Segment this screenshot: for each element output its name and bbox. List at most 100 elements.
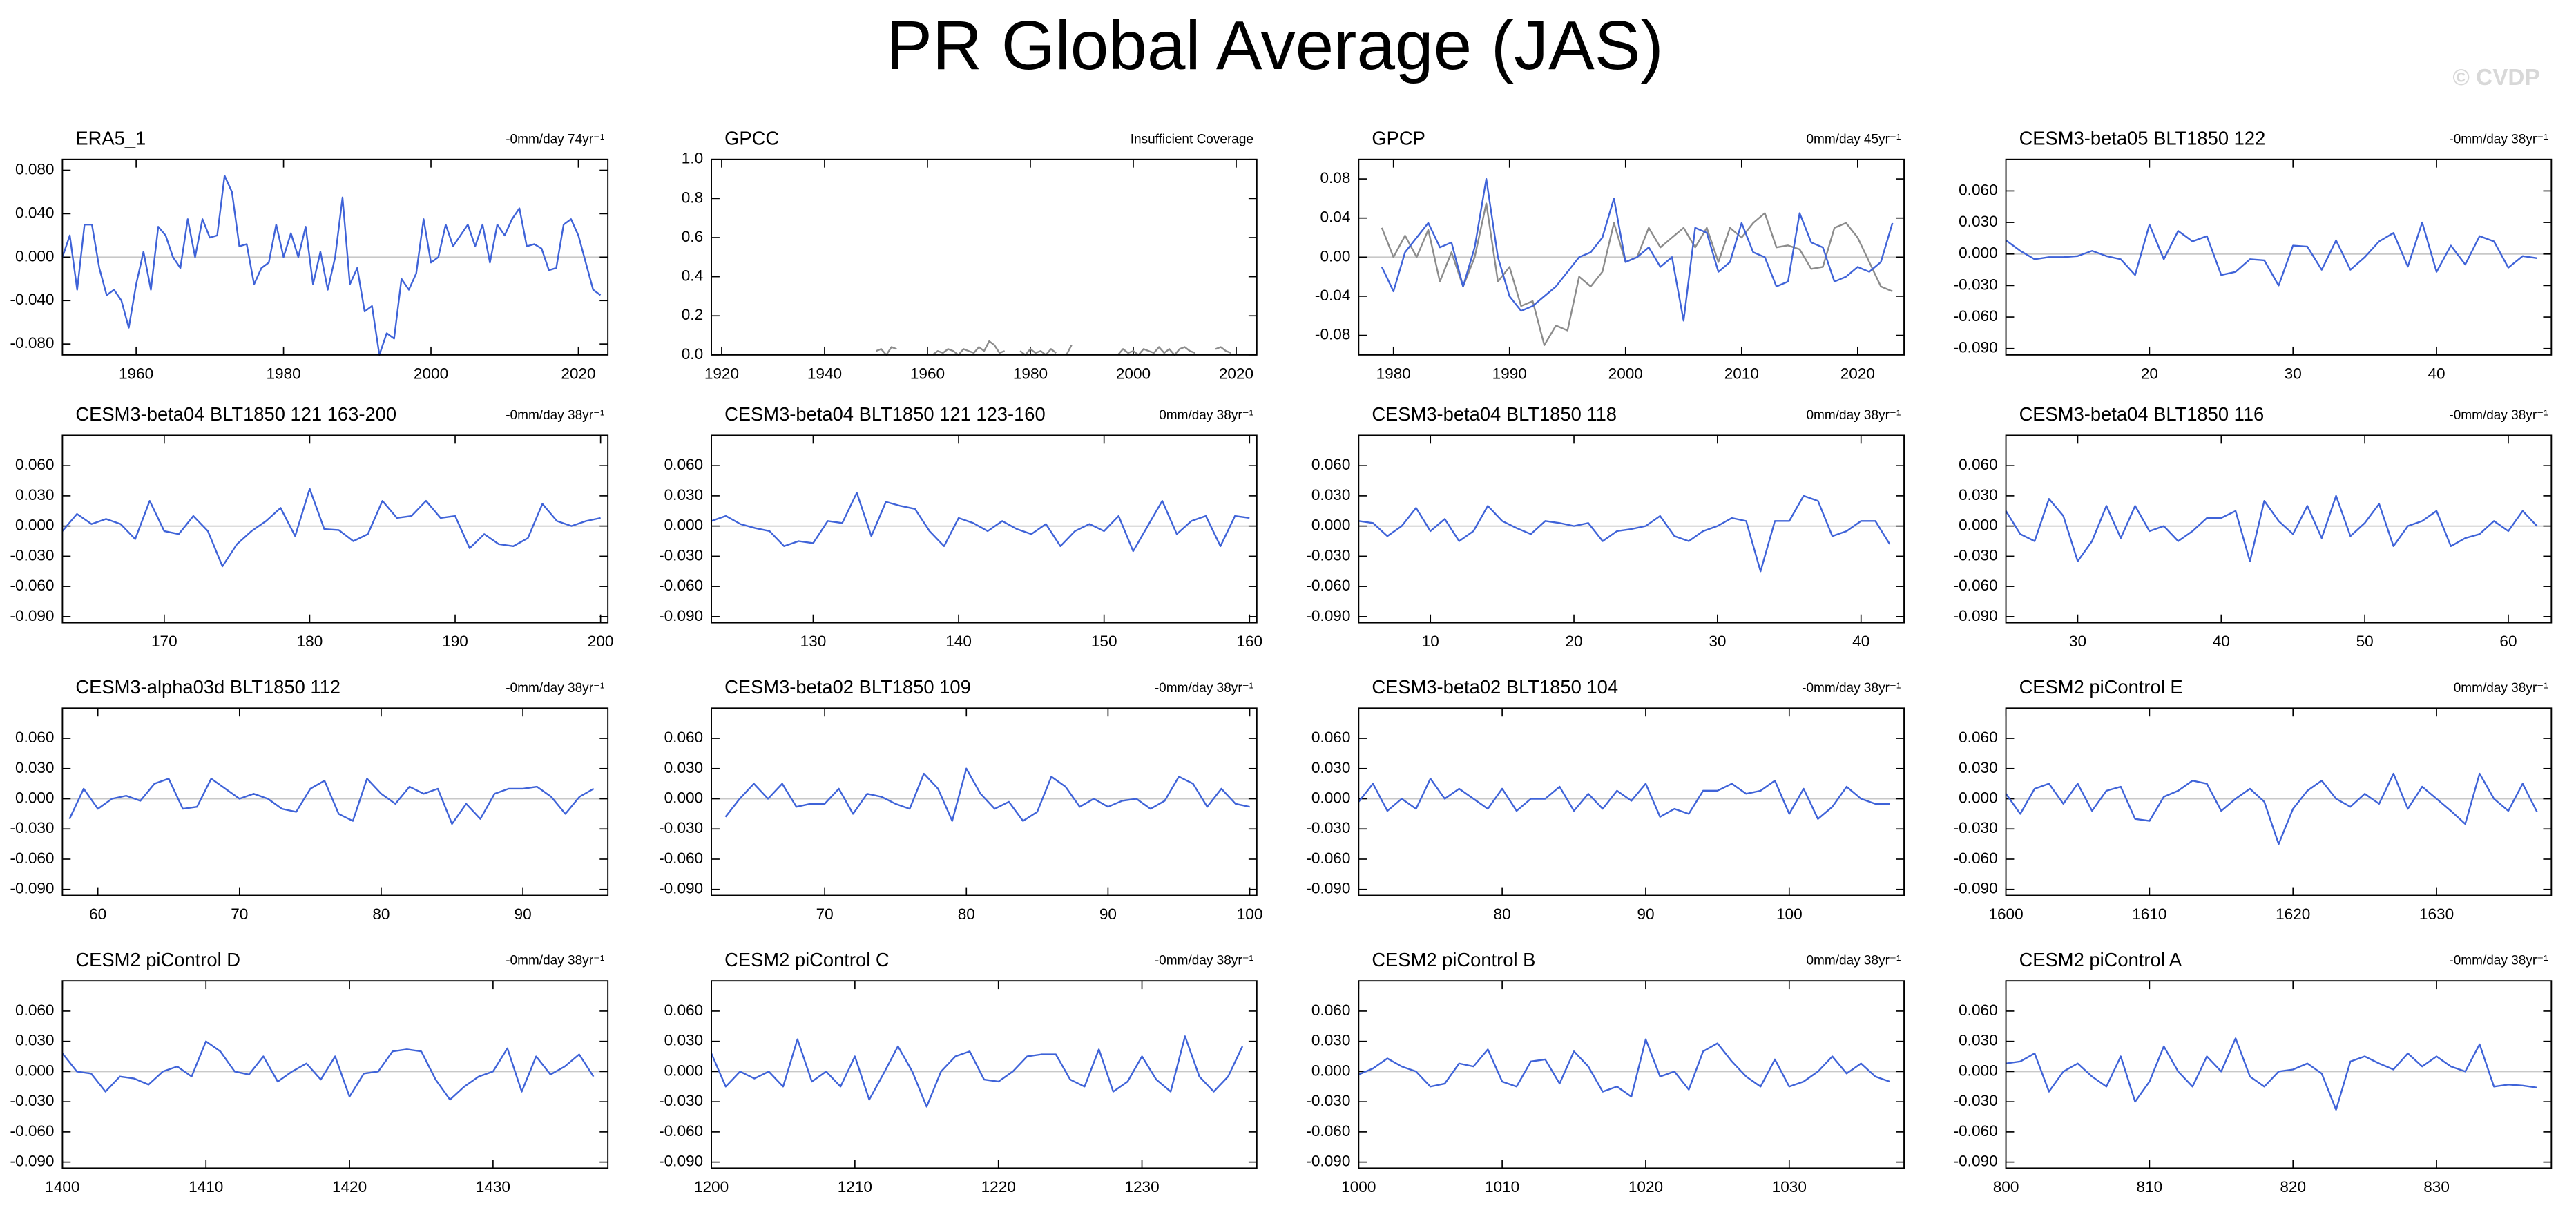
panel-subtitle: -0mm/day 38yr⁻¹ — [1155, 954, 1253, 968]
y-tick-label: -0.060 — [1954, 307, 1998, 325]
x-tick-label: 2020 — [1840, 365, 1875, 382]
panel-title: CESM3-beta05 BLT1850 122 — [2019, 127, 2266, 148]
y-tick-label: 0.030 — [15, 486, 55, 503]
y-tick-label: 0.060 — [1959, 181, 1998, 198]
y-tick-label: -0.04 — [1315, 287, 1350, 304]
y-tick-label: -0.090 — [1954, 880, 1998, 897]
y-tick-label: -0.060 — [1954, 577, 1998, 594]
y-tick-label: -0.090 — [10, 1153, 54, 1170]
plot-frame — [711, 980, 1258, 1169]
panel-subtitle: -0mm/day 38yr⁻¹ — [1802, 681, 1901, 695]
x-tick-label: 30 — [2069, 633, 2086, 650]
y-tick-label: -0.030 — [659, 546, 703, 564]
x-tick-label: 830 — [2423, 1178, 2450, 1196]
plot-frame — [1358, 980, 1905, 1169]
y-tick-label: -0.060 — [1306, 850, 1350, 867]
y-tick-label: 0.000 — [15, 1062, 55, 1079]
y-tick-label: -0.030 — [659, 819, 703, 836]
x-tick-label: 90 — [1637, 905, 1654, 923]
x-tick-label: 70 — [231, 905, 248, 923]
y-tick-label: -0.090 — [1306, 607, 1350, 624]
y-tick-label: 0.000 — [664, 789, 704, 806]
panel-title: CESM3-beta02 BLT1850 104 — [1372, 676, 1618, 698]
x-tick-label: 100 — [1237, 905, 1263, 923]
series-line — [724, 767, 1250, 822]
y-tick-label: -0.030 — [10, 819, 54, 836]
plot-frame — [2005, 158, 2553, 356]
x-tick-label: 1000 — [1341, 1178, 1376, 1196]
panel-title: CESM3-beta04 BLT1850 118 — [1372, 403, 1617, 425]
x-tick-label: 1400 — [45, 1178, 79, 1196]
x-tick-label: 1210 — [838, 1178, 872, 1196]
x-tick-label: 800 — [1993, 1178, 2019, 1196]
series-line — [711, 492, 1250, 553]
x-tick-label: 1630 — [2419, 905, 2454, 923]
x-tick-label: 80 — [1494, 905, 1511, 923]
y-tick-label: 0.000 — [664, 1062, 704, 1079]
y-tick-label: 0.030 — [1311, 759, 1351, 776]
y-tick-label: -0.090 — [1954, 339, 1998, 356]
y-tick-label: 0.060 — [1311, 456, 1351, 473]
y-tick-label: 0.030 — [1959, 1032, 1998, 1049]
x-tick-label: 1220 — [981, 1178, 1016, 1196]
plot-frame — [711, 434, 1258, 624]
plot-frame — [61, 980, 609, 1169]
y-tick-label: 0.030 — [1311, 1032, 1351, 1049]
y-tick-label: 0.000 — [1959, 244, 1998, 262]
x-tick-label: 40 — [1852, 633, 1869, 650]
series-line — [710, 1035, 1244, 1108]
y-tick-label: -0.060 — [1954, 850, 1998, 867]
y-tick-label: 0.000 — [1311, 1062, 1351, 1079]
plot-frame — [61, 434, 609, 624]
y-tick-label: -0.030 — [1954, 819, 1998, 836]
y-tick-label: 0.060 — [1959, 456, 1998, 473]
y-tick-label: 0.030 — [664, 486, 704, 503]
x-tick-label: 90 — [515, 905, 532, 923]
panel-title: CESM3-beta04 BLT1850 121 123-160 — [724, 403, 1046, 425]
y-tick-label: -0.060 — [1954, 1122, 1998, 1140]
panel-title: CESM2 piControl A — [2019, 949, 2182, 970]
series-line — [1358, 778, 1890, 820]
x-tick-label: 170 — [151, 633, 177, 650]
series-line — [61, 175, 602, 356]
y-tick-label: -0.090 — [1954, 607, 1998, 624]
y-tick-label: 0.8 — [682, 189, 703, 206]
x-tick-label: 2020 — [1219, 365, 1253, 382]
x-tick-label: 2000 — [414, 365, 448, 382]
y-tick-label: -0.030 — [1306, 819, 1350, 836]
x-tick-label: 2000 — [1116, 365, 1151, 382]
y-tick-label: -0.080 — [10, 334, 54, 352]
y-tick-label: 0.030 — [1959, 213, 1998, 230]
y-tick-label: -0.040 — [10, 291, 54, 308]
panel-subtitle: 0mm/day 38yr⁻¹ — [1159, 408, 1253, 423]
panel-subtitle: -0mm/day 38yr⁻¹ — [2449, 408, 2548, 423]
plot-frame — [1358, 434, 1905, 624]
y-tick-label: 0.060 — [15, 1001, 55, 1019]
x-tick-label: 2020 — [561, 365, 595, 382]
y-tick-label: 0.030 — [1959, 759, 1998, 776]
panel-title: CESM3-alpha03d BLT1850 112 — [75, 676, 340, 698]
figure-title: PR Global Average (JAS) — [886, 8, 1663, 84]
x-tick-label: 200 — [588, 633, 614, 650]
series-line — [1358, 1038, 1890, 1098]
y-tick-label: -0.030 — [659, 1092, 703, 1109]
y-tick-label: -0.090 — [1306, 1153, 1350, 1170]
y-tick-label: 0.000 — [15, 247, 55, 265]
y-tick-label: -0.090 — [659, 1153, 703, 1170]
series-line — [61, 488, 601, 568]
x-tick-label: 150 — [1091, 633, 1117, 650]
panel-title: ERA5_1 — [75, 127, 146, 148]
x-tick-label: 130 — [800, 633, 827, 650]
x-tick-label: 1020 — [1628, 1178, 1663, 1196]
y-tick-label: -0.060 — [659, 577, 703, 594]
plot-frame — [1358, 707, 1905, 896]
x-tick-label: 1990 — [1492, 365, 1527, 382]
x-tick-label: 1030 — [1772, 1178, 1807, 1196]
y-tick-label: -0.060 — [1306, 577, 1350, 594]
x-tick-label: 1600 — [1988, 905, 2023, 923]
y-tick-label: 0.060 — [1311, 1001, 1351, 1019]
x-tick-label: 160 — [1236, 633, 1262, 650]
